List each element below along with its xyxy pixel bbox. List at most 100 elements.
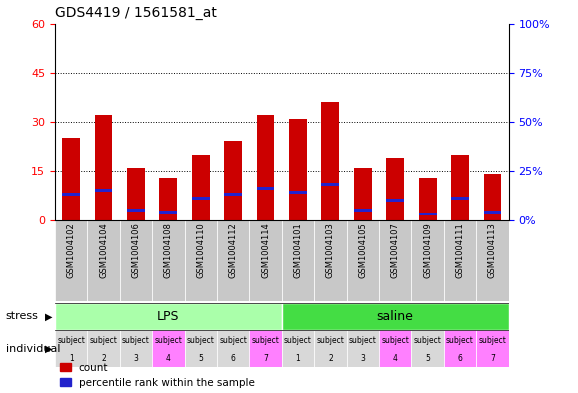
Text: subject: subject [90, 336, 117, 345]
Text: 3: 3 [360, 354, 365, 363]
Bar [386, 158, 404, 220]
Bar [379, 330, 412, 367]
Text: GSM1004109: GSM1004109 [423, 222, 432, 278]
Bar [127, 209, 145, 211]
Text: stress: stress [6, 311, 39, 321]
Bar [249, 330, 282, 367]
Text: 1: 1 [69, 354, 73, 363]
Text: GSM1004104: GSM1004104 [99, 222, 108, 278]
Text: individual: individual [6, 344, 60, 354]
Text: GSM1004102: GSM1004102 [66, 222, 76, 278]
Bar [289, 191, 307, 194]
Bar [257, 187, 275, 190]
Bar [217, 330, 249, 367]
Text: GSM1004112: GSM1004112 [229, 222, 238, 278]
Bar [95, 189, 113, 192]
Bar [55, 220, 87, 301]
Bar [87, 220, 120, 301]
Text: subject: subject [154, 336, 182, 345]
Text: 2: 2 [328, 354, 333, 363]
Bar [476, 220, 509, 301]
Bar [127, 168, 145, 220]
Bar [386, 199, 404, 202]
Bar [62, 138, 80, 220]
Bar [152, 330, 184, 367]
Bar [120, 220, 152, 301]
Text: 4: 4 [393, 354, 398, 363]
Bar [282, 330, 314, 367]
Bar [476, 330, 509, 367]
Bar [379, 220, 412, 301]
Bar [321, 184, 339, 186]
Bar [95, 115, 113, 220]
Text: 2: 2 [101, 354, 106, 363]
Bar [484, 174, 501, 220]
Text: subject: subject [251, 336, 280, 345]
Text: 3: 3 [134, 354, 138, 363]
Text: 7: 7 [263, 354, 268, 363]
Bar [224, 193, 242, 196]
Text: subject: subject [122, 336, 150, 345]
Text: 6: 6 [458, 354, 462, 363]
Bar [55, 303, 282, 330]
Bar [314, 330, 347, 367]
Bar [354, 209, 372, 211]
Text: LPS: LPS [157, 310, 180, 323]
Text: GSM1004108: GSM1004108 [164, 222, 173, 278]
Text: subject: subject [446, 336, 474, 345]
Text: saline: saline [377, 310, 414, 323]
Bar [412, 330, 444, 367]
Text: subject: subject [414, 336, 442, 345]
Bar [282, 220, 314, 301]
Bar [418, 178, 436, 220]
Bar [249, 220, 282, 301]
Text: subject: subject [349, 336, 377, 345]
Text: GSM1004107: GSM1004107 [391, 222, 400, 278]
Text: 4: 4 [166, 354, 171, 363]
Text: GSM1004105: GSM1004105 [358, 222, 367, 278]
Bar [412, 220, 444, 301]
Text: subject: subject [479, 336, 506, 345]
Bar [347, 220, 379, 301]
Bar [347, 330, 379, 367]
Bar [152, 220, 184, 301]
Bar [120, 330, 152, 367]
Text: subject: subject [187, 336, 214, 345]
Bar [192, 197, 210, 200]
Text: GSM1004114: GSM1004114 [261, 222, 270, 278]
Bar [354, 168, 372, 220]
Text: GSM1004111: GSM1004111 [455, 222, 465, 278]
Text: GDS4419 / 1561581_at: GDS4419 / 1561581_at [55, 6, 217, 20]
Bar [321, 102, 339, 220]
Legend: count, percentile rank within the sample: count, percentile rank within the sample [60, 363, 255, 388]
Bar [224, 141, 242, 220]
Bar [444, 330, 476, 367]
Text: subject: subject [219, 336, 247, 345]
Bar [444, 220, 476, 301]
Text: GSM1004106: GSM1004106 [131, 222, 140, 278]
Bar [62, 193, 80, 196]
Text: 5: 5 [425, 354, 430, 363]
Text: ▶: ▶ [45, 311, 52, 321]
Bar [418, 213, 436, 215]
Text: GSM1004110: GSM1004110 [197, 222, 205, 278]
Bar [184, 330, 217, 367]
Bar [160, 211, 177, 213]
Text: 1: 1 [295, 354, 301, 363]
Bar [314, 220, 347, 301]
Bar [451, 154, 469, 220]
Text: GSM1004113: GSM1004113 [488, 222, 497, 278]
Text: subject: subject [381, 336, 409, 345]
Text: 6: 6 [231, 354, 236, 363]
Bar [87, 330, 120, 367]
Bar [184, 220, 217, 301]
Text: GSM1004103: GSM1004103 [326, 222, 335, 278]
Bar [160, 178, 177, 220]
Bar [282, 303, 509, 330]
Bar [257, 115, 275, 220]
Bar [484, 211, 501, 213]
Bar [192, 154, 210, 220]
Text: subject: subject [57, 336, 85, 345]
Bar [55, 330, 87, 367]
Text: 5: 5 [198, 354, 203, 363]
